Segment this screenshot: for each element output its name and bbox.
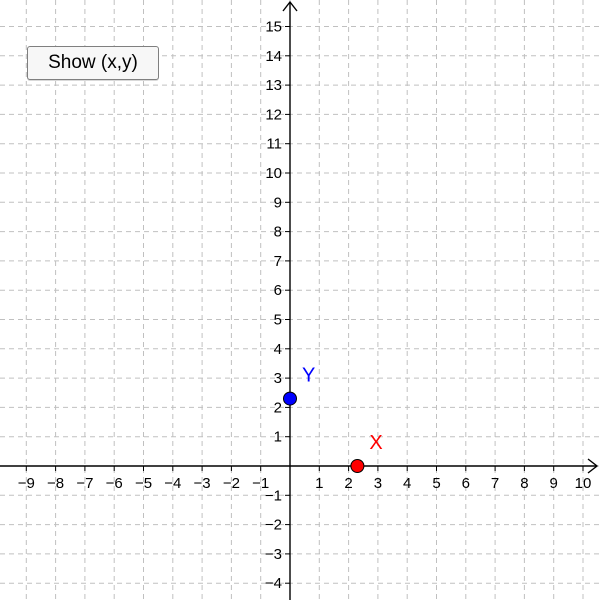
x-tick-label: 2: [344, 475, 352, 492]
y-tick-label: −3: [265, 546, 282, 563]
y-tick-label: −2: [265, 517, 282, 534]
y-tick-label: 11: [266, 136, 282, 153]
x-tick-label: 3: [374, 475, 382, 492]
x-tick-label: 1: [315, 475, 323, 492]
points-layer[interactable]: YX: [283, 365, 383, 473]
x-tick-label: 4: [403, 475, 411, 492]
y-tick-label: −4: [265, 575, 282, 592]
x-tick-label: 10: [575, 475, 592, 492]
x-tick-label: −5: [135, 475, 152, 492]
y-axis-arrow-icon: [282, 0, 298, 12]
x-tick-label: −6: [106, 475, 123, 492]
x-tick-label: −3: [194, 475, 211, 492]
point-label-x: X: [369, 432, 382, 454]
x-tick-label: −2: [223, 475, 240, 492]
x-tick-label: −4: [164, 475, 181, 492]
x-tick-label: 5: [432, 475, 440, 492]
x-tick-label: −9: [18, 475, 35, 492]
y-tick-label: 13: [265, 77, 282, 94]
point-label-y: Y: [302, 365, 315, 387]
x-tick-label: −7: [76, 475, 93, 492]
x-tick-label: 9: [550, 475, 558, 492]
y-tick-label: 9: [274, 194, 282, 211]
y-tick-label: 7: [274, 253, 282, 270]
x-tick-label: 7: [491, 475, 499, 492]
x-tick-label: 6: [462, 475, 470, 492]
y-tick-label: 8: [274, 224, 282, 241]
x-tick-label: −1: [252, 475, 269, 492]
y-tick-label: 6: [274, 282, 282, 299]
y-tick-label: 10: [265, 165, 282, 182]
point-x[interactable]: [350, 459, 365, 473]
y-tick-label: 2: [274, 399, 282, 416]
y-tick-label: 14: [265, 48, 282, 65]
x-tick-label: −8: [47, 475, 64, 492]
point-y[interactable]: [283, 391, 297, 406]
tick-labels: −9 −8 −7 −6 −5 −4 −3 −2 −1 1 2 3 4 5 6 7 8 9 10−4−3−2−1123…: [18, 19, 592, 593]
x-axis-arrow-icon: [587, 458, 599, 474]
x-tick-label: 8: [520, 475, 528, 492]
y-tick-label: 12: [265, 106, 282, 123]
y-tick-label: 4: [274, 341, 282, 358]
show-xy-button[interactable]: Show (x,y): [27, 46, 159, 80]
y-tick-label: 1: [274, 429, 282, 446]
y-tick-label: 5: [274, 312, 282, 329]
y-tick-label: −1: [265, 487, 282, 504]
y-tick-label: 15: [265, 19, 282, 36]
y-tick-label: 3: [274, 370, 282, 387]
